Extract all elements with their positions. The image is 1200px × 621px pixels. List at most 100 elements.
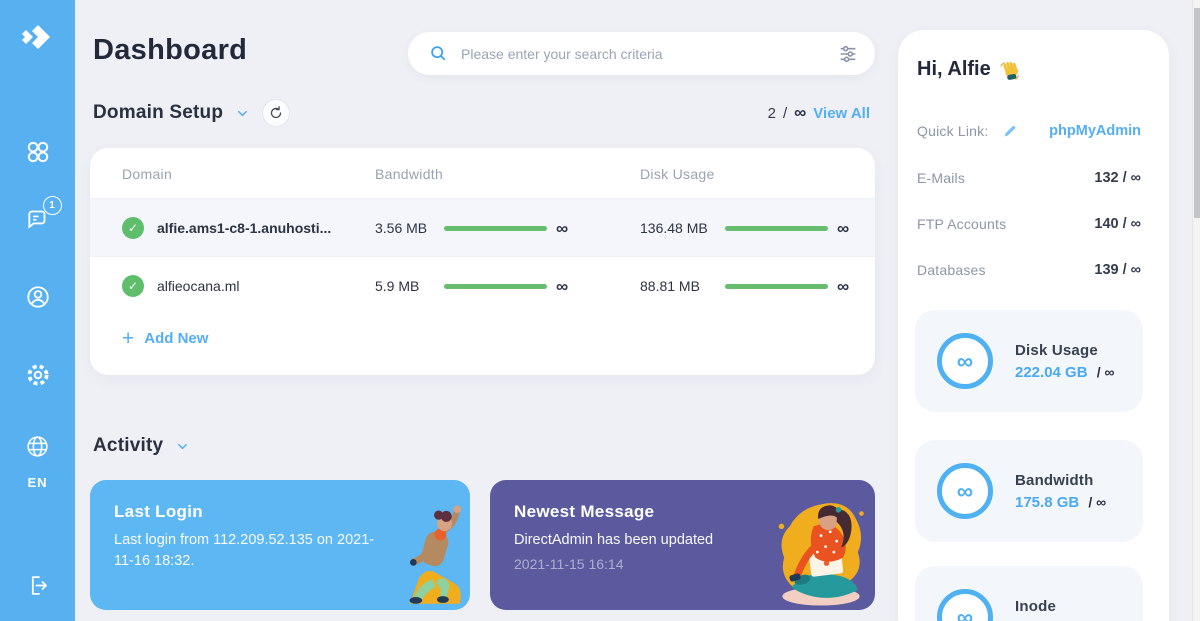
stat-card-disk-usage[interactable]: ∞ Disk Usage 222.04 GB / ∞ bbox=[915, 310, 1143, 412]
search-input[interactable] bbox=[461, 45, 825, 62]
stat-limit: / ∞ bbox=[1083, 620, 1101, 621]
bandwidth-value: 3.56 MB bbox=[375, 220, 428, 236]
messages-badge: 1 bbox=[42, 196, 62, 215]
chevron-down-icon[interactable] bbox=[235, 106, 250, 121]
bandwidth-progress-bar bbox=[444, 225, 547, 231]
activity-header: Activity bbox=[93, 435, 190, 457]
domain-table-card: Domain Bandwidth Disk Usage ✓ alfie.ams1… bbox=[90, 148, 875, 375]
add-new-button[interactable]: + Add New bbox=[122, 328, 208, 349]
language-code[interactable]: EN bbox=[27, 475, 48, 490]
domain-setup-header: Domain Setup bbox=[93, 99, 291, 127]
domain-cell: ✓ alfieocana.ml bbox=[122, 257, 240, 315]
stat-limit: / ∞ bbox=[1088, 493, 1107, 510]
stat-value: 3093842 bbox=[1015, 620, 1073, 621]
apps-grid-icon[interactable] bbox=[23, 137, 53, 167]
scrollbar-thumb[interactable] bbox=[1193, 8, 1200, 218]
page-title: Dashboard bbox=[93, 34, 248, 66]
greeting: Hi, Alfie bbox=[917, 58, 1021, 81]
domain-name[interactable]: alfie.ams1-c8-1.anuhosti... bbox=[157, 220, 332, 236]
table-header-row: Domain Bandwidth Disk Usage bbox=[90, 148, 875, 198]
status-check-icon: ✓ bbox=[122, 275, 144, 297]
stat-label: Bandwidth bbox=[1015, 471, 1094, 489]
refresh-button[interactable] bbox=[262, 99, 291, 127]
column-header-disk-usage: Disk Usage bbox=[640, 166, 715, 182]
counter-label: Databases bbox=[917, 262, 986, 278]
messages-icon[interactable]: 1 bbox=[23, 196, 62, 233]
account-panel: Hi, Alfie Quick Link: bbox=[898, 30, 1169, 621]
table-row[interactable]: ✓ alfie.ams1-c8-1.anuhosti... 3.56 MB ∞ … bbox=[90, 198, 875, 256]
chevron-down-icon[interactable] bbox=[175, 439, 190, 454]
edit-pencil-icon[interactable] bbox=[1002, 123, 1018, 139]
infinity-symbol: ∞ bbox=[837, 218, 850, 238]
bandwidth-value: 5.9 MB bbox=[375, 278, 420, 294]
infinity-symbol: ∞ bbox=[837, 276, 850, 296]
illustration-person-climbing bbox=[388, 492, 464, 610]
disk-usage-value: 88.81 MB bbox=[640, 278, 700, 294]
stat-limit: / ∞ bbox=[1096, 363, 1115, 380]
plus-icon: + bbox=[122, 327, 135, 350]
infinity-symbol: ∞ bbox=[556, 276, 569, 296]
stat-value: 222.04 GB bbox=[1015, 363, 1088, 381]
logout-icon[interactable] bbox=[23, 570, 53, 600]
phpmyadmin-link[interactable]: phpMyAdmin bbox=[1049, 123, 1141, 139]
language-globe-icon[interactable] bbox=[23, 431, 53, 461]
stat-label: Disk Usage bbox=[1015, 341, 1098, 359]
domain-count: 2 bbox=[767, 104, 776, 122]
counter-row-databases: Databases 139 / ∞ bbox=[917, 260, 1141, 280]
domain-setup-title: Domain Setup bbox=[93, 102, 224, 123]
domain-cell: ✓ alfie.ams1-c8-1.anuhosti... bbox=[122, 199, 331, 257]
add-new-label: Add New bbox=[144, 330, 209, 347]
greeting-text: Hi, Alfie bbox=[917, 58, 991, 80]
brand-logo-icon[interactable] bbox=[18, 18, 58, 58]
disk-usage-value: 136.48 MB bbox=[640, 220, 708, 236]
filter-sliders-icon[interactable] bbox=[837, 43, 859, 65]
settings-gear-icon[interactable] bbox=[23, 360, 53, 390]
last-login-card[interactable]: Last Login Last login from 112.209.52.13… bbox=[90, 480, 470, 610]
disk-usage-cell: 88.81 MB ∞ bbox=[640, 257, 858, 315]
counter-value: 140 / ∞ bbox=[1094, 216, 1141, 232]
quick-link-row: Quick Link: phpMyAdmin bbox=[917, 121, 1141, 141]
illustration-person-laptop bbox=[775, 498, 867, 610]
last-login-text: Last login from 112.209.52.135 on 2021-1… bbox=[114, 532, 375, 570]
bandwidth-cell: 3.56 MB ∞ bbox=[375, 199, 625, 257]
newest-message-title: Newest Message bbox=[514, 502, 655, 521]
infinity-symbol: ∞ bbox=[556, 218, 569, 238]
scrollbar-track[interactable] bbox=[1192, 0, 1200, 621]
quick-link-label: Quick Link: bbox=[917, 123, 989, 139]
left-sidebar: 1 EN bbox=[0, 0, 75, 621]
newest-message-text: DirectAdmin has been updated bbox=[514, 532, 714, 548]
view-all-link[interactable]: View All bbox=[813, 104, 870, 122]
counter-value: 132 / ∞ bbox=[1094, 170, 1141, 186]
domain-limit-infinity: ∞ bbox=[794, 103, 807, 122]
bandwidth-cell: 5.9 MB ∞ bbox=[375, 257, 625, 315]
bandwidth-progress-bar bbox=[444, 283, 547, 289]
column-header-bandwidth: Bandwidth bbox=[375, 166, 444, 182]
counter-row-emails: E-Mails 132 / ∞ bbox=[917, 168, 1141, 188]
domain-count-meta: 2 / ∞ View All bbox=[768, 103, 870, 123]
activity-title: Activity bbox=[93, 435, 164, 456]
user-profile-icon[interactable] bbox=[23, 282, 53, 312]
stat-value: 175.8 GB bbox=[1015, 493, 1080, 511]
counter-row-ftp-accounts: FTP Accounts 140 / ∞ bbox=[917, 214, 1141, 234]
table-row[interactable]: ✓ alfieocana.ml 5.9 MB ∞ 88.81 MB ∞ bbox=[90, 256, 875, 314]
waving-hand-icon bbox=[999, 59, 1021, 81]
disk-progress-bar bbox=[725, 225, 828, 231]
stat-label: Inode bbox=[1015, 597, 1056, 615]
column-header-domain: Domain bbox=[122, 166, 173, 182]
disk-progress-bar bbox=[725, 283, 828, 289]
infinity-circle-icon: ∞ bbox=[937, 463, 993, 519]
counter-label: FTP Accounts bbox=[917, 216, 1007, 232]
counter-value: 139 / ∞ bbox=[1094, 262, 1141, 278]
newest-message-card[interactable]: Newest Message DirectAdmin has been upda… bbox=[490, 480, 875, 610]
search-bar bbox=[408, 32, 875, 75]
status-check-icon: ✓ bbox=[122, 217, 144, 239]
counter-label: E-Mails bbox=[917, 170, 966, 186]
stat-card-bandwidth[interactable]: ∞ Bandwidth 175.8 GB / ∞ bbox=[915, 440, 1143, 542]
infinity-circle-icon: ∞ bbox=[937, 333, 993, 389]
search-icon bbox=[428, 43, 449, 64]
stat-card-inode[interactable]: ∞ Inode 3093842 / ∞ bbox=[915, 566, 1143, 621]
count-separator: / bbox=[783, 104, 788, 122]
domain-name[interactable]: alfieocana.ml bbox=[157, 278, 240, 294]
newest-message-date: 2021-11-15 16:14 bbox=[514, 556, 624, 572]
